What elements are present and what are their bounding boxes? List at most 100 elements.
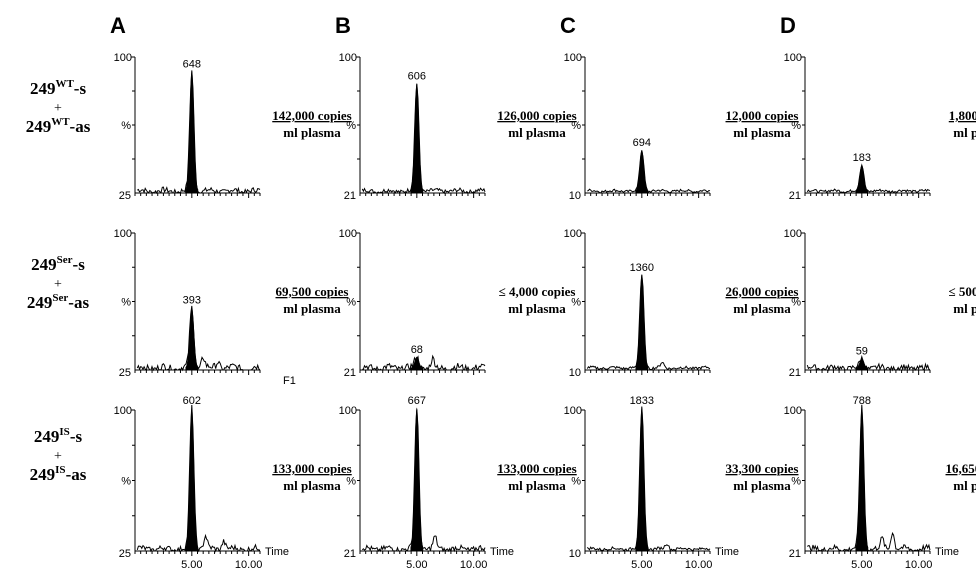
x-tick-label: 10.00 [235, 559, 263, 569]
main-peak [410, 407, 424, 552]
main-peak [185, 306, 199, 371]
plasma-annotation: ml plasma [508, 125, 566, 140]
copies-annotation: 16,650 copies [946, 461, 976, 476]
peak-label: 1833 [630, 395, 654, 407]
chromatogram-panel: 100% 25 393 69,500 copies ml plasma [114, 228, 349, 379]
plasma-annotation: ml plasma [283, 478, 341, 493]
row-label-sense: 249IS-s [34, 426, 83, 446]
peak-label: 667 [408, 395, 426, 407]
main-peak [185, 71, 199, 194]
chromatogram-trace [361, 409, 486, 553]
copies-annotation: 26,000 copies [726, 284, 799, 299]
y-percent-label: % [571, 297, 581, 309]
copies-annotation: 142,000 copies [272, 108, 351, 123]
y-percent-label: % [791, 476, 801, 488]
column-letter-a: A [110, 13, 126, 38]
y-top-label: 100 [564, 52, 582, 64]
row-label-plus: + [54, 101, 62, 116]
copies-annotation: ≤ 4,000 copies [499, 284, 576, 299]
x-tick-label: 5.00 [181, 559, 202, 569]
peak-label: 393 [183, 295, 201, 307]
y-percent-label: % [571, 120, 581, 132]
peak-label: 606 [408, 71, 426, 83]
y-bottom-label: 25 [119, 367, 131, 379]
chromatogram-panel: 100% 21 183 1,800 copies ml plasma [784, 52, 976, 202]
chromatogram-panel: 100% 10 1360 26,000 copies ml plasma [564, 228, 799, 379]
main-peak [855, 407, 869, 552]
plasma-annotation: ml plasma [283, 301, 341, 316]
chromatogram-trace [136, 305, 261, 372]
y-top-label: 100 [564, 405, 582, 417]
y-bottom-label: 21 [344, 190, 356, 202]
x-tick-label: 10.00 [685, 559, 713, 569]
peak-label: 694 [633, 137, 651, 149]
y-percent-label: % [791, 297, 801, 309]
y-top-label: 100 [114, 52, 132, 64]
y-percent-label: % [346, 120, 356, 132]
y-bottom-label: 21 [789, 190, 801, 202]
plasma-annotation: ml plasma [953, 125, 976, 140]
row-label-antisense: 249IS-as [30, 464, 87, 484]
copies-annotation: 69,500 copies [276, 284, 349, 299]
chromatogram-trace [806, 163, 931, 194]
chromatogram-trace [806, 354, 931, 372]
x-tick-label: 10.00 [460, 559, 488, 569]
plasma-annotation: ml plasma [508, 478, 566, 493]
peak-label: 59 [856, 345, 868, 357]
y-top-label: 100 [114, 405, 132, 417]
y-percent-label: % [121, 476, 131, 488]
plasma-annotation: ml plasma [283, 125, 341, 140]
main-peak [635, 149, 649, 194]
chromatogram-trace [587, 150, 711, 194]
y-bottom-label: 10 [569, 190, 581, 202]
y-bottom-label: 21 [344, 367, 356, 379]
y-percent-label: % [346, 297, 356, 309]
x-axis-title: Time [490, 546, 514, 558]
plasma-annotation: ml plasma [953, 301, 976, 316]
plasma-annotation: ml plasma [733, 478, 791, 493]
column-letter-d: D [780, 13, 796, 38]
x-tick-label: 5.00 [406, 559, 427, 569]
chromatogram-trace [362, 354, 486, 372]
y-percent-label: % [346, 476, 356, 488]
y-top-label: 100 [114, 228, 132, 240]
main-peak [855, 164, 869, 194]
y-bottom-label: 21 [344, 548, 356, 560]
peak-label: 183 [853, 152, 871, 164]
peak-label: 648 [183, 58, 201, 70]
y-top-label: 100 [784, 52, 802, 64]
y-bottom-label: 25 [119, 190, 131, 202]
y-bottom-label: 10 [569, 367, 581, 379]
chromatogram-panels: 100% 25 648 142,000 copies ml plasma 100% 21 60… [114, 52, 976, 569]
y-bottom-label: 21 [789, 548, 801, 560]
chromatogram-trace [586, 274, 711, 371]
copies-annotation: 126,000 copies [497, 108, 576, 123]
row-labels: 249WT-s +249WT-as 249Ser-s +249Ser-as 249IS-… [26, 78, 91, 484]
copies-annotation: 1,800 copies [949, 108, 976, 123]
row-label-antisense: 249Ser-as [27, 292, 90, 312]
copies-annotation: 133,000 copies [497, 461, 576, 476]
x-tick-label: 10.00 [905, 559, 933, 569]
y-top-label: 100 [784, 228, 802, 240]
chromatogram-trace [586, 406, 711, 552]
x-axis-title: Time [715, 546, 739, 558]
x-axis-title: Time [935, 546, 959, 558]
chromatogram-trace [361, 83, 486, 195]
peak-label: 1360 [630, 262, 654, 274]
main-peak [635, 274, 649, 371]
y-percent-label: % [571, 476, 581, 488]
y-bottom-label: 21 [789, 367, 801, 379]
main-peak [185, 407, 199, 552]
y-top-label: 100 [339, 228, 357, 240]
row-label-sense: 249WT-s [30, 78, 87, 98]
main-peak [855, 358, 869, 371]
y-percent-label: % [121, 120, 131, 132]
chromatogram-panel: 100% 25 648 142,000 copies ml plasma [114, 52, 352, 202]
y-bottom-label: 10 [569, 548, 581, 560]
row-label-sense: 249Ser-s [31, 254, 85, 274]
copies-annotation: 33,300 copies [726, 461, 799, 476]
peak-label: 68 [411, 344, 423, 356]
